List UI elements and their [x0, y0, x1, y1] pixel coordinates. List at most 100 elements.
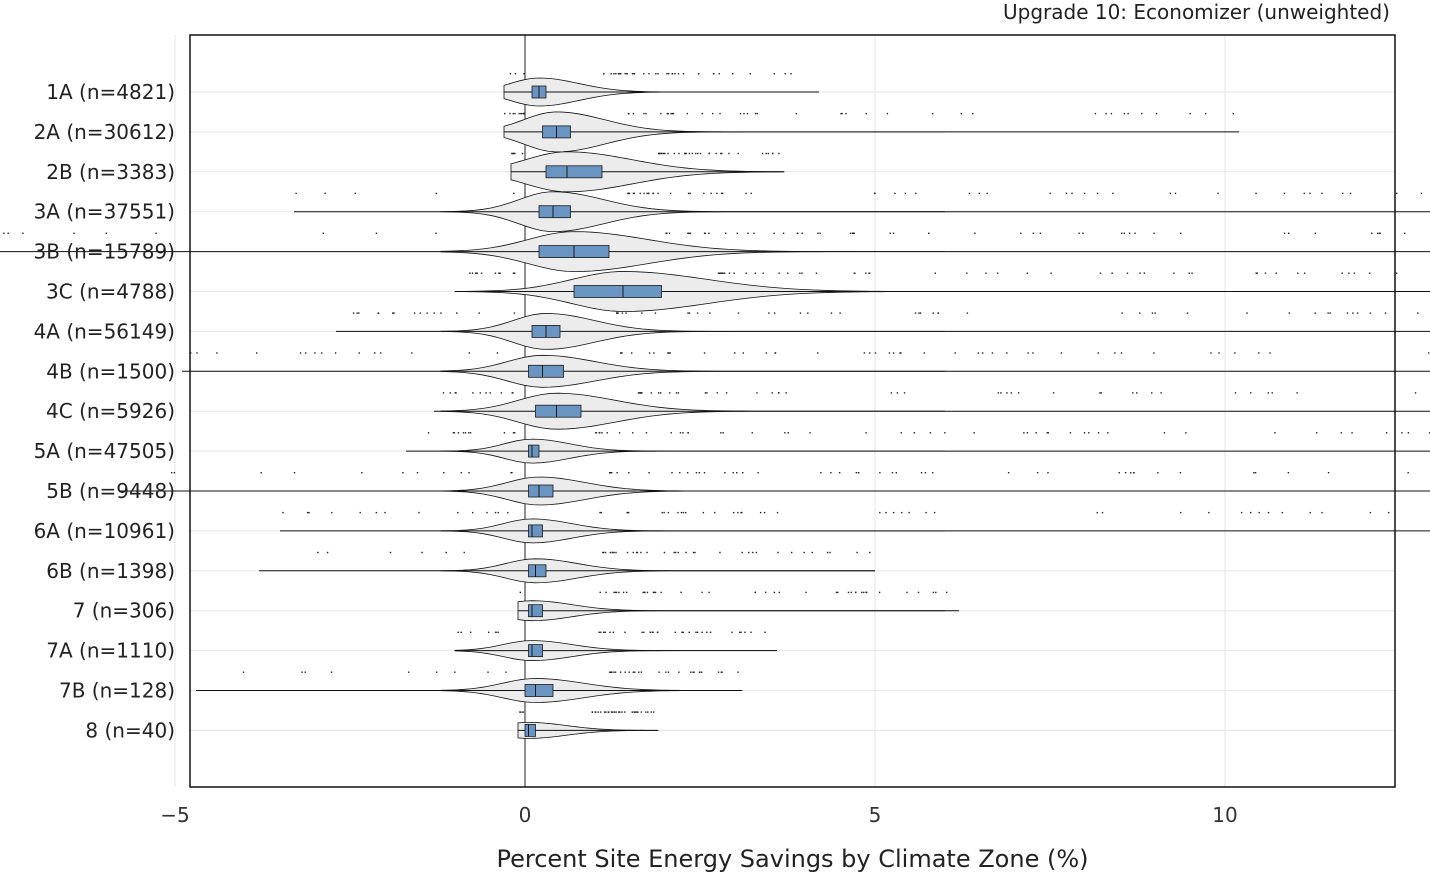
outlier-point — [687, 232, 689, 234]
outlier-point — [603, 631, 605, 633]
outlier-point — [753, 232, 755, 234]
outlier-point — [600, 511, 603, 514]
outlier-point — [1309, 192, 1311, 195]
outlier-point — [725, 232, 727, 234]
x-tick-label: 10 — [1212, 803, 1237, 827]
outlier-point — [741, 511, 743, 514]
outlier-point — [665, 232, 667, 234]
outlier-point — [682, 511, 685, 514]
outlier-point — [745, 192, 747, 195]
outlier-point — [456, 312, 458, 314]
outlier-point — [658, 392, 660, 394]
outlier-point — [375, 232, 378, 234]
outlier-point — [489, 392, 491, 394]
outlier-point — [855, 472, 858, 474]
outlier-point — [620, 73, 622, 75]
outlier-point — [479, 392, 482, 394]
outlier-point — [1060, 352, 1063, 354]
outlier-point — [634, 671, 636, 673]
outlier-point — [679, 432, 682, 434]
outlier-point — [1123, 112, 1126, 115]
outlier-point — [1218, 352, 1220, 354]
outlier-point — [973, 432, 975, 434]
y-tick-label: 3A (n=37551) — [34, 200, 175, 224]
outlier-point — [714, 511, 716, 514]
outlier-point — [708, 591, 710, 594]
outlier-point — [196, 352, 198, 354]
outlier-point — [765, 152, 767, 155]
outlier-point — [615, 591, 618, 594]
outlier-point — [626, 73, 628, 75]
outlier-point — [1385, 432, 1388, 434]
outlier-point — [3, 232, 5, 234]
outlier-point — [830, 312, 833, 314]
outlier-point — [703, 472, 706, 474]
outlier-point — [1356, 312, 1359, 314]
outlier-point — [888, 352, 891, 354]
outlier-point — [764, 631, 766, 633]
outlier-point — [662, 152, 665, 155]
outlier-point — [512, 272, 515, 274]
outlier-point — [869, 352, 871, 354]
outlier-point — [856, 551, 858, 554]
outlier-point — [1349, 192, 1352, 195]
outlier-point — [331, 511, 333, 514]
outlier-point — [616, 472, 618, 474]
iqr-box — [528, 484, 554, 498]
outlier-point — [632, 671, 634, 673]
outlier-point — [512, 432, 515, 434]
outlier-point — [457, 511, 459, 514]
outlier-point — [1141, 112, 1143, 115]
outlier-point — [513, 272, 516, 274]
outlier-point — [903, 392, 906, 394]
outlier-point — [1296, 392, 1298, 394]
outlier-point — [997, 392, 1000, 394]
outlier-point — [1255, 192, 1257, 195]
outlier-point — [1049, 192, 1051, 195]
y-tick-label: 6A (n=10961) — [34, 519, 175, 543]
outlier-point — [686, 472, 689, 474]
outlier-point — [817, 352, 819, 354]
outlier-point — [679, 472, 681, 474]
outlier-point — [697, 152, 699, 155]
outlier-point — [693, 671, 695, 673]
outlier-point — [392, 312, 394, 314]
outlier-point — [660, 591, 662, 594]
outlier-point — [762, 272, 764, 274]
outlier-point — [1288, 312, 1291, 314]
outlier-point — [619, 352, 622, 354]
outlier-point — [624, 711, 626, 713]
outlier-point — [674, 551, 677, 554]
outlier-point — [695, 631, 697, 633]
outlier-point — [637, 392, 640, 394]
outlier-point — [736, 472, 738, 474]
outlier-point — [295, 192, 297, 195]
outlier-point — [677, 551, 679, 554]
outlier-point — [1050, 272, 1052, 274]
outlier-point — [624, 73, 626, 75]
outlier-point — [442, 392, 445, 394]
outlier-point — [937, 312, 939, 314]
outlier-point — [893, 511, 895, 514]
outlier-point — [790, 73, 792, 75]
violin-layer — [0, 73, 1430, 739]
outlier-point — [667, 112, 669, 115]
outlier-point — [627, 511, 630, 514]
outlier-point — [1314, 312, 1316, 314]
iqr-box — [538, 205, 571, 219]
outlier-point — [1143, 272, 1145, 274]
outlier-point — [301, 671, 303, 673]
outlier-point — [1315, 432, 1318, 434]
outlier-point — [613, 591, 615, 594]
outlier-point — [750, 192, 752, 195]
outlier-point — [359, 511, 361, 514]
outlier-point — [155, 232, 157, 234]
x-tick-label: −5 — [160, 803, 189, 827]
outlier-point — [648, 352, 651, 354]
outlier-point — [771, 392, 773, 394]
outlier-point — [703, 192, 705, 195]
outlier-point — [723, 272, 726, 274]
outlier-point — [685, 551, 687, 554]
outlier-point — [651, 631, 654, 633]
outlier-point — [663, 511, 665, 514]
